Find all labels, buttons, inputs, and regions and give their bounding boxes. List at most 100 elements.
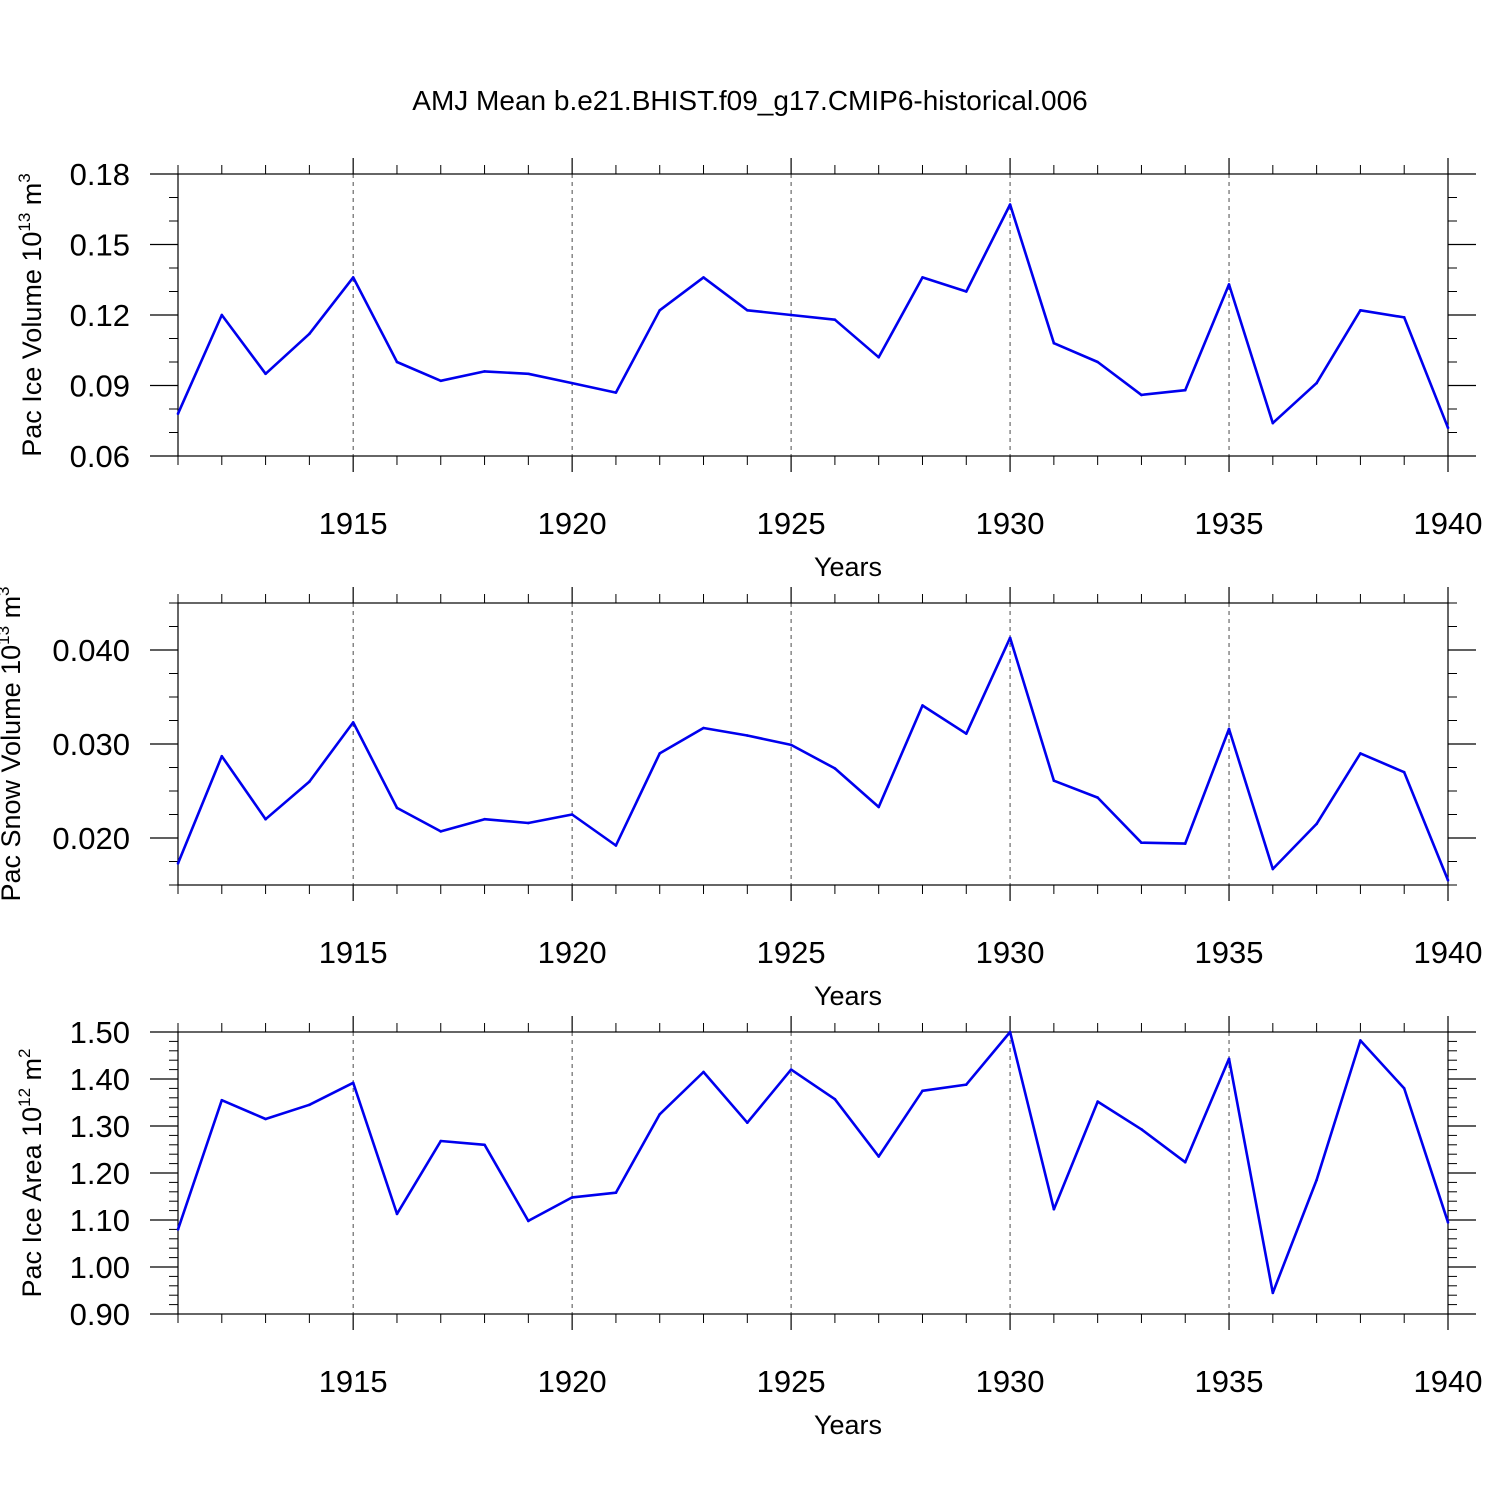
- chart-1-data-point-1918: [483, 817, 486, 821]
- chart-1-data-point-1932: [1096, 796, 1099, 799]
- chart-2-x-axis-label: Years: [814, 1410, 882, 1440]
- chart-0-panel: 0.06 0.09 0.12 0.15 0.18 1915 1920 1925 1930 1935…: [15, 157, 1482, 582]
- chart-0-data-point-1913: [264, 372, 267, 376]
- chart-1-data-point-1911: [176, 862, 180, 865]
- chart-2-data-point-1925: [789, 1068, 793, 1071]
- chart-2-data-point-1931: [1052, 1207, 1056, 1211]
- chart-0-data-point-1939: [1402, 316, 1406, 319]
- chart-1-data-point-1939: [1402, 770, 1406, 774]
- chart-1-y-tick-label-0: 0.020: [52, 821, 130, 856]
- chart-1-data-point-1914: [308, 780, 311, 783]
- chart-1-data-point-1925: [789, 743, 793, 747]
- chart-0-data-point-1937: [1315, 381, 1318, 385]
- chart-2-data-point-1937: [1315, 1178, 1318, 1182]
- chart-2-data-point-1920: [570, 1196, 574, 1199]
- chart-2-y-tick-label-0: 0.90: [70, 1297, 130, 1332]
- chart-2-data-point-1936: [1271, 1291, 1275, 1295]
- chart-0-y-axis-label-unit-exponent: 3: [15, 173, 34, 182]
- chart-2-data-point-1911: [176, 1228, 180, 1231]
- chart-1-y-tick-label-2: 0.040: [52, 633, 130, 668]
- chart-0-data-point-1936: [1271, 421, 1275, 425]
- chart-0-data-point-1912: [220, 313, 224, 317]
- chart-1-x-tick-label-1915: 1915: [319, 935, 388, 970]
- chart-0-x-tick-label-1920: 1920: [538, 506, 607, 541]
- chart-2-y-axis-label-unit-exponent: 2: [15, 1048, 34, 1057]
- chart-1-series-line-0: [176, 636, 1450, 881]
- chart-1-data-point-1931: [1052, 779, 1056, 782]
- chart-1-data-point-1921: [614, 844, 618, 847]
- chart-2-data-point-1932: [1096, 1100, 1099, 1103]
- chart-1-y-tick-label-1: 0.030: [52, 727, 130, 762]
- chart-0-data-point-1922: [658, 309, 662, 312]
- chart-0-x-tick-label-1925: 1925: [757, 506, 826, 541]
- chart-1-data-point-1916: [395, 806, 399, 810]
- chart-2-data-point-1916: [395, 1212, 399, 1216]
- chart-2-data-point-1922: [658, 1112, 662, 1116]
- chart-0-data-point-1924: [746, 309, 749, 312]
- chart-1-data-point-1937: [1315, 822, 1318, 826]
- chart-2-data-point-1934: [1183, 1160, 1187, 1164]
- chart-0-data-point-1931: [1052, 341, 1056, 345]
- chart-1-data-point-1923: [702, 726, 705, 730]
- chart-0-data-point-1916: [395, 360, 399, 364]
- chart-1-y-axis-label-unit-exponent: 3: [0, 586, 13, 595]
- chart-2-data-point-1913: [264, 1117, 267, 1121]
- chart-2-y-axis-label-unit: m: [17, 1058, 47, 1088]
- chart-1-x-tick-label-1935: 1935: [1195, 935, 1264, 970]
- chart-1-data-point-1930: [1008, 636, 1012, 640]
- chart-0-data-point-1915: [351, 276, 355, 279]
- chart-0-data-point-1934: [1183, 388, 1187, 392]
- chart-1-x-tick-label-1940: 1940: [1414, 935, 1483, 970]
- chart-2-data-point-1914: [308, 1103, 311, 1107]
- chart-1-data-point-1940: [1446, 879, 1450, 882]
- chart-2-data-point-1928: [921, 1089, 924, 1093]
- chart-0-x-tick-label-1915: 1915: [319, 506, 388, 541]
- chart-1-data-point-1920: [570, 813, 574, 816]
- chart-2-y-axis-label-exponent: 12: [15, 1088, 34, 1107]
- chart-0-data-point-1919: [527, 372, 530, 376]
- chart-2-data-point-1927: [877, 1155, 880, 1158]
- chart-2-data-point-1918: [483, 1143, 486, 1147]
- chart-1-data-point-1927: [877, 805, 880, 809]
- chart-0-y-axis-label: Pac Ice Volume 1013 m3: [15, 173, 47, 457]
- chart-2-data-point-1938: [1359, 1039, 1362, 1042]
- chart-0-x-tick-label-1940: 1940: [1414, 506, 1483, 541]
- chart-2-data-point-1929: [964, 1083, 968, 1086]
- chart-1-y-axis-label: Pac Snow Volume 1013 m3: [0, 586, 26, 901]
- chart-2-panel: 0.90 1.00 1.10 1.20 1.30 1.40 1.50 1915 1920 1925…: [15, 1015, 1482, 1440]
- chart-1-data-point-1922: [658, 752, 662, 755]
- chart-2-data-point-1935: [1227, 1057, 1231, 1061]
- chart-2-y-tick-label-1: 1.00: [70, 1250, 130, 1285]
- chart-0-y-tick-label-0: 0.06: [70, 439, 130, 474]
- chart-0-data-point-1933: [1140, 393, 1143, 397]
- chart-1-panel: 0.020 0.030 0.040 1915 1920 1925 1930 1935 1940 Y…: [0, 586, 1482, 1011]
- chart-0-data-point-1940: [1446, 426, 1450, 430]
- chart-0-data-point-1914: [308, 332, 311, 336]
- chart-2-data-point-1924: [746, 1121, 749, 1125]
- chart-2-x-tick-label-1930: 1930: [976, 1364, 1045, 1399]
- chart-1-data-point-1924: [746, 734, 749, 737]
- chart-0-data-point-1923: [702, 276, 705, 279]
- chart-0-data-point-1938: [1359, 309, 1362, 312]
- chart-2-data-point-1926: [833, 1097, 837, 1101]
- chart-1-x-tick-label-1925: 1925: [757, 935, 826, 970]
- chart-2-data-point-1933: [1140, 1127, 1143, 1131]
- chart-0-x-axis-label: Years: [814, 552, 882, 582]
- chart-0-data-point-1930: [1008, 203, 1012, 206]
- chart-0-y-axis-label-main: Pac Ice Volume 10: [17, 232, 47, 457]
- chart-1-data-point-1938: [1359, 752, 1362, 755]
- chart-1-y-axis-label-unit: m: [0, 596, 26, 626]
- chart-0-data-point-1927: [877, 356, 880, 359]
- chart-0-data-point-1932: [1096, 360, 1099, 364]
- chart-2-data-point-1915: [351, 1081, 355, 1085]
- chart-0-series-line-0: [176, 203, 1450, 429]
- chart-0-data-point-1917: [439, 379, 443, 383]
- chart-1-x-axis-label: Years: [814, 981, 882, 1011]
- chart-2-data-point-1939: [1402, 1087, 1406, 1090]
- chart-2-x-tick-label-1940: 1940: [1414, 1364, 1483, 1399]
- chart-2-y-tick-label-4: 1.30: [70, 1109, 130, 1144]
- chart-0-y-tick-label-2: 0.12: [70, 298, 130, 333]
- chart-0-data-point-1925: [789, 313, 793, 317]
- chart-1-data-point-1934: [1183, 842, 1187, 845]
- chart-2-data-point-1912: [220, 1098, 224, 1102]
